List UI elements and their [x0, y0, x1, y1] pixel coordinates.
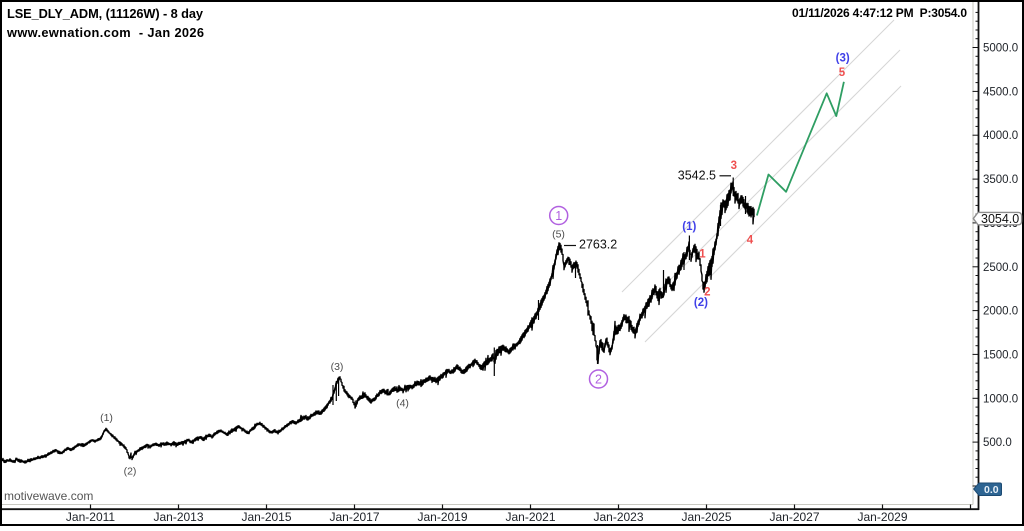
- svg-text:motivewave.com: motivewave.com: [4, 489, 93, 503]
- svg-text:4000.0: 4000.0: [983, 130, 1018, 142]
- svg-text:(4): (4): [396, 398, 409, 410]
- svg-text:(5): (5): [552, 229, 565, 241]
- svg-text:5000.0: 5000.0: [983, 43, 1018, 55]
- svg-text:Jan-2017: Jan-2017: [329, 510, 379, 524]
- svg-text:Jan-2027: Jan-2027: [769, 510, 819, 524]
- svg-text:4500.0: 4500.0: [983, 86, 1018, 98]
- svg-text:(1): (1): [682, 221, 696, 233]
- svg-text:Jan-2019: Jan-2019: [417, 510, 467, 524]
- svg-text:Jan-2021: Jan-2021: [505, 510, 555, 524]
- svg-text:3054.0: 3054.0: [981, 212, 1019, 226]
- svg-text:LSE_DLY_ADM, (11126W) - 8 day: LSE_DLY_ADM, (11126W) - 8 day: [7, 6, 204, 21]
- svg-text:Jan-2025: Jan-2025: [681, 510, 731, 524]
- svg-text:(1): (1): [100, 412, 113, 424]
- svg-text:2763.2: 2763.2: [579, 238, 617, 252]
- svg-text:4: 4: [747, 235, 754, 247]
- svg-text:Jan-2023: Jan-2023: [593, 510, 643, 524]
- svg-text:Jan-2011: Jan-2011: [66, 510, 115, 524]
- svg-text:2: 2: [595, 373, 602, 387]
- svg-text:1: 1: [699, 249, 706, 261]
- svg-text:Jan-2015: Jan-2015: [241, 510, 291, 524]
- svg-text:2000.0: 2000.0: [983, 306, 1018, 318]
- svg-text:3: 3: [731, 160, 737, 172]
- svg-text:2: 2: [704, 286, 710, 298]
- svg-text:1: 1: [555, 209, 562, 223]
- svg-text:(3): (3): [836, 53, 850, 65]
- svg-text:www.ewnation.com - Jan 2026: www.ewnation.com - Jan 2026: [6, 25, 204, 40]
- svg-text:5: 5: [839, 67, 846, 79]
- svg-text:0.0: 0.0: [984, 484, 999, 496]
- svg-text:3500.0: 3500.0: [983, 174, 1018, 186]
- svg-text:500.0: 500.0: [983, 437, 1012, 449]
- svg-text:3542.5: 3542.5: [678, 169, 716, 183]
- svg-text:(2): (2): [694, 297, 708, 309]
- svg-text:Jan-2029: Jan-2029: [857, 510, 907, 524]
- svg-text:(3): (3): [331, 361, 344, 373]
- svg-text:(2): (2): [124, 466, 137, 478]
- svg-text:1000.0: 1000.0: [983, 393, 1018, 405]
- svg-text:2500.0: 2500.0: [983, 262, 1018, 274]
- svg-text:01/11/2026 4:47:12 PM P:3054.: 01/11/2026 4:47:12 PM P:3054.0: [792, 6, 967, 20]
- svg-text:1500.0: 1500.0: [983, 349, 1018, 361]
- svg-text:Jan-2013: Jan-2013: [153, 510, 203, 524]
